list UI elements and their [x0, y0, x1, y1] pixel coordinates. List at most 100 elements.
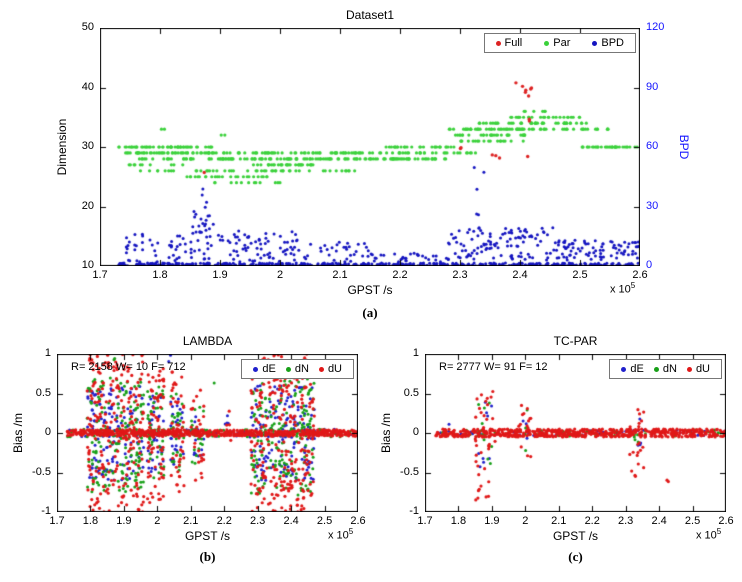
x-tick-label: 2.2 [584, 515, 600, 527]
y-tick-label: 1 [412, 347, 419, 359]
legend-marker-icon [686, 366, 692, 372]
x-tick-label: 2.6 [718, 515, 734, 527]
x-tick-label: 1.8 [152, 269, 168, 281]
x-tick-label: 1.8 [82, 515, 99, 527]
chart-title: TC-PAR [553, 334, 598, 348]
y-tick-label: 1 [44, 347, 51, 359]
legend: dE dN dU [609, 359, 722, 379]
legend-marker-icon [592, 40, 598, 46]
x-tick-label: 2 [276, 269, 284, 281]
x-tick-label: 2.4 [283, 515, 299, 527]
x-tick-label: 2.2 [392, 269, 408, 281]
legend-marker-icon [621, 366, 627, 372]
plot-canvas [100, 28, 640, 266]
legend-item-de: dE [621, 363, 644, 375]
legend-label: dU [327, 363, 342, 375]
x-tick-label: 1.9 [116, 515, 132, 527]
panel-c: 1.7 1.8 1.9 2 2.1 2.2 2.3 2.4 2.5 2.6 -1 -0.5 0 0.5 1 T… [371, 330, 742, 582]
y-tick-label-right: 120 [646, 21, 665, 33]
legend-label: dN [662, 363, 677, 375]
x-axis-multiplier: x 105 [328, 527, 354, 542]
x-axis-multiplier-exp: 5 [716, 527, 722, 536]
x-tick-label: 1.8 [450, 515, 467, 527]
legend-marker-icon [653, 366, 659, 372]
x-tick-label: 2.1 [332, 269, 348, 281]
x-tick-label: 2 [154, 515, 161, 527]
legend-item-de: dE [253, 363, 276, 375]
x-tick-label: 2.1 [183, 515, 199, 527]
legend-label: dU [695, 363, 710, 375]
legend-marker-icon [253, 366, 259, 372]
x-tick-label: 2 [522, 515, 529, 527]
legend-item-dn: dN [653, 363, 677, 375]
x-tick-label: 2.5 [316, 515, 333, 527]
legend-marker-icon [318, 366, 324, 372]
y-axis-label: Bias /m [379, 412, 393, 454]
x-axis-multiplier: x 105 [610, 281, 636, 296]
y-tick-label: 0.5 [35, 386, 51, 399]
y-tick-label: 0.5 [403, 386, 419, 399]
legend-item-du: dU [318, 363, 342, 375]
panel-c-label: (c) [568, 549, 583, 564]
x-tick-label: 2.6 [632, 269, 648, 281]
y-tick-label: 50 [81, 21, 94, 33]
chart-title: LAMBDA [182, 334, 233, 348]
x-axis-multiplier: x 105 [696, 527, 722, 542]
legend-item-bpd: BPD [592, 37, 624, 49]
chart-title: Dataset1 [345, 8, 395, 22]
x-tick-label: 2.5 [684, 515, 701, 527]
x-axis-multiplier-exp: 5 [348, 527, 354, 536]
y-tick-label: 20 [81, 199, 94, 212]
legend-label: dE [262, 363, 276, 375]
x-tick-label: 2.1 [551, 515, 567, 527]
x-tick-label: 2.3 [618, 515, 634, 527]
x-axis-label: GPST /s [184, 529, 231, 543]
x-tick-label: 1.9 [484, 515, 500, 527]
y-tick-label: -1 [41, 505, 51, 517]
x-tick-label: 2.4 [512, 269, 528, 281]
panel-a-label: (a) [362, 305, 378, 320]
y-tick-label-right: 90 [646, 80, 659, 93]
y-tick-label-right: 30 [646, 199, 659, 212]
y-tick-label-right: 0 [646, 259, 653, 271]
legend: Full Par BPD [483, 33, 636, 53]
x-tick-label: 1.7 [92, 269, 108, 281]
y-axis-label: Dimension [55, 118, 69, 176]
legend-item-par: Par [544, 37, 570, 49]
x-tick-label: 1.7 [417, 515, 433, 527]
y-tick-label: 10 [81, 259, 94, 271]
legend-label: dN [294, 363, 309, 375]
x-axis-label: GPST /s [347, 283, 393, 297]
x-tick-label: 2.2 [216, 515, 232, 527]
x-axis-multiplier-exp: 5 [630, 281, 636, 290]
y-tick-label-right: 60 [646, 140, 659, 152]
stats-annotation: R= 2777 W= 91 F= 12 [439, 361, 548, 373]
legend-label: Par [553, 37, 571, 49]
legend-marker-icon [544, 40, 550, 46]
x-tick-label: 2.3 [250, 515, 266, 527]
y-axis-label-right: BPD [677, 134, 691, 160]
y-tick-label: -0.5 [32, 465, 51, 478]
legend-label: BPD [601, 37, 624, 49]
x-tick-label: 2.6 [350, 515, 366, 527]
x-axis-label: GPST /s [552, 529, 599, 543]
x-tick-label: 1.7 [49, 515, 65, 527]
panel-a: 1.7 1.8 1.9 2 2.1 2.2 2.3 2.4 2.5 2.6 10 20 30 40 50 0 3… [55, 8, 691, 297]
legend-item-full: Full [495, 37, 523, 49]
y-tick-label: -0.5 [400, 465, 419, 478]
panel-b: 1.7 1.8 1.9 2 2.1 2.2 2.3 2.4 2.5 2.6 -1 -0.5 0 0.5 1 L… [0, 330, 371, 582]
legend-label: Full [504, 37, 523, 49]
x-tick-label: 2.3 [452, 269, 468, 281]
legend-marker-icon [285, 366, 291, 372]
y-tick-label: -1 [409, 505, 419, 517]
legend: dE dN dU [241, 359, 354, 379]
y-axis-label: Bias /m [11, 412, 25, 454]
legend-item-du: dU [686, 363, 710, 375]
x-tick-label: 1.9 [212, 269, 228, 281]
plot-canvas [425, 354, 726, 512]
stats-annotation: R= 2158 W= 10 F= 712 [71, 361, 186, 373]
y-tick-label: 0 [412, 426, 419, 438]
y-tick-label: 40 [81, 80, 94, 93]
y-tick-label: 30 [81, 140, 94, 152]
